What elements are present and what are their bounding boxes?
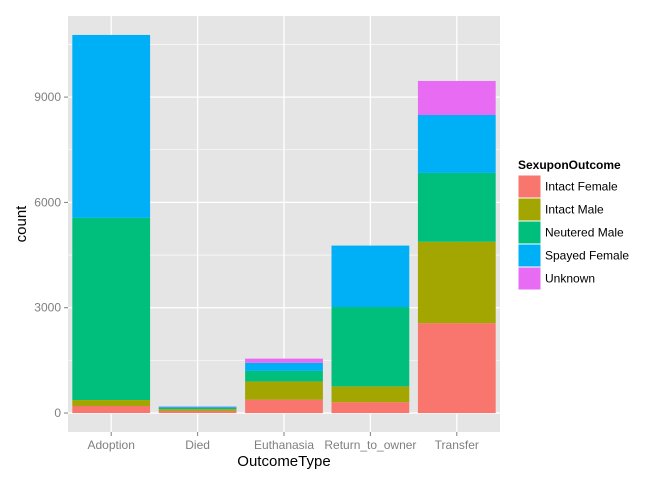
legend-label: Unknown [545,272,595,286]
legend-swatch [518,175,541,198]
bar-segment [331,386,410,403]
legend-label: Neutered Male [545,226,624,240]
bar-segment [417,80,496,115]
bar-segment [417,172,496,242]
bar-segment [245,358,323,363]
x-tick-label: Transfer [435,438,479,452]
legend-swatch [518,267,541,290]
bar-segment [72,217,151,401]
bar-segment [158,409,237,411]
legend: Intact Female Intact Male Neutered Male Spa… [517,174,629,291]
legend-label: Spayed Female [545,249,629,263]
legend-label: Intact Female [545,180,618,194]
y-axis-ticks: 0 3000 6000 9000 [34,90,68,420]
legend-label: Intact Male [545,203,604,217]
bar-segment [158,406,237,408]
x-tick-label: Adoption [88,438,135,452]
x-tick-label: Euthanasia [254,438,314,452]
x-axis-ticks: Adoption Died Euthanasia Return_to_owner Tra… [88,432,479,452]
bar-segment [158,410,237,414]
bar-segment [417,323,496,414]
bar-segment [245,399,323,414]
bar-segment [72,400,151,407]
legend-swatch [518,221,541,244]
y-tick-label: 9000 [34,90,61,104]
legend-swatch [518,198,541,221]
bar-segment [245,362,323,371]
legend-swatch [518,244,541,267]
x-tick-label: Return_to_owner [324,438,416,452]
bar-segment [72,34,151,218]
y-axis-title: count [13,205,30,243]
bar-segment [245,370,323,382]
bar-segment [331,307,410,387]
legend-title: SexuponOutcome [518,158,621,172]
bar-segment [331,245,410,308]
bar-segment [331,402,410,414]
x-tick-label: Died [185,438,210,452]
bar-segment [72,406,151,414]
bars [72,34,496,414]
y-tick-label: 6000 [34,195,61,209]
bar-segment [417,114,496,173]
x-axis-title: OutcomeType [237,453,330,470]
bar-segment [245,381,323,400]
bar-segment [417,241,496,324]
bar-segment [158,407,237,410]
y-tick-label: 3000 [34,301,61,315]
y-tick-label: 0 [54,406,61,420]
